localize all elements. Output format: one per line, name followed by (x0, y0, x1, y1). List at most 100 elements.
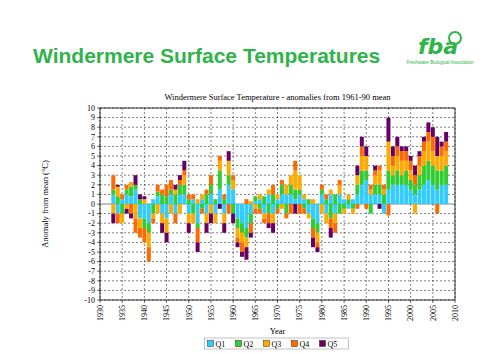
bar (426, 180, 430, 204)
tick-label: -3 (88, 229, 95, 238)
bar (231, 175, 235, 180)
tick-label: 5 (91, 152, 95, 161)
bar (329, 194, 333, 204)
legend-label: Q1 (216, 340, 226, 349)
bar (284, 184, 288, 185)
bar (200, 194, 204, 195)
tick (97, 146, 100, 147)
tick-label: 1960 (229, 305, 238, 321)
tick-label: 1945 (162, 305, 171, 321)
bar (440, 146, 444, 156)
bar (151, 218, 155, 223)
bar (369, 184, 373, 185)
bar (347, 204, 351, 209)
bar (111, 194, 115, 204)
tick (233, 300, 234, 303)
bar (231, 180, 235, 190)
bar (258, 204, 262, 209)
bar (329, 228, 333, 238)
bar (187, 204, 191, 214)
bar (280, 194, 284, 204)
bar (311, 228, 315, 238)
bar (440, 142, 444, 147)
bar (391, 156, 395, 166)
bar (169, 180, 173, 190)
bar (209, 185, 213, 195)
bar (391, 166, 395, 176)
tick (97, 204, 100, 205)
bar (333, 204, 337, 214)
tick (410, 300, 411, 303)
bar (369, 190, 373, 195)
bar (205, 223, 209, 233)
bar (307, 199, 311, 204)
bar (386, 190, 390, 204)
bar (351, 204, 355, 209)
bar (262, 204, 266, 214)
bar (360, 156, 364, 170)
tick (97, 117, 100, 118)
bar (382, 184, 386, 185)
bar (293, 161, 297, 171)
bar (120, 199, 124, 204)
bar (111, 190, 115, 195)
tick-label: 1930 (96, 305, 105, 321)
bar (364, 180, 368, 204)
bar (151, 204, 155, 214)
logo: fba (418, 34, 458, 59)
bar (173, 194, 177, 204)
tick-label: 1940 (140, 305, 149, 321)
bar (338, 180, 342, 181)
bar (276, 194, 280, 199)
tick-label: 2 (91, 181, 95, 190)
bar (200, 199, 204, 204)
bar (129, 204, 133, 214)
bar (191, 194, 195, 199)
bar (160, 194, 164, 204)
tick-label: 1995 (384, 305, 393, 321)
bar (395, 156, 399, 170)
bar (280, 204, 284, 209)
bar (240, 204, 244, 223)
bar (315, 242, 319, 247)
bar (169, 190, 173, 195)
bar (222, 204, 226, 214)
bar (116, 196, 120, 204)
bar (253, 201, 257, 204)
bar (311, 218, 315, 228)
tick (97, 184, 100, 185)
tick-label: 9 (91, 113, 95, 122)
bar (360, 185, 364, 204)
bar (187, 194, 191, 199)
bar (218, 156, 222, 161)
tick (188, 300, 189, 303)
bar (200, 194, 204, 199)
legend-box (205, 338, 349, 349)
bar (182, 194, 186, 204)
bar (302, 209, 306, 214)
bar (120, 204, 124, 214)
bar (253, 204, 257, 209)
bar (187, 199, 191, 204)
bar (262, 196, 266, 204)
bar (395, 146, 399, 156)
bar (236, 218, 240, 228)
bar (444, 151, 448, 165)
bar (413, 185, 417, 195)
bar (218, 190, 222, 204)
bar (249, 233, 253, 238)
bar (138, 218, 142, 228)
bar (289, 185, 293, 195)
bar (440, 170, 444, 184)
bar (400, 161, 404, 175)
bar (218, 204, 222, 209)
bar (418, 156, 422, 166)
bar (324, 204, 328, 214)
bar (191, 214, 195, 224)
bar (307, 199, 311, 200)
tick (97, 252, 100, 253)
bar (320, 185, 324, 190)
bar (409, 156, 413, 161)
bar (134, 190, 138, 204)
plot-area (100, 108, 455, 300)
